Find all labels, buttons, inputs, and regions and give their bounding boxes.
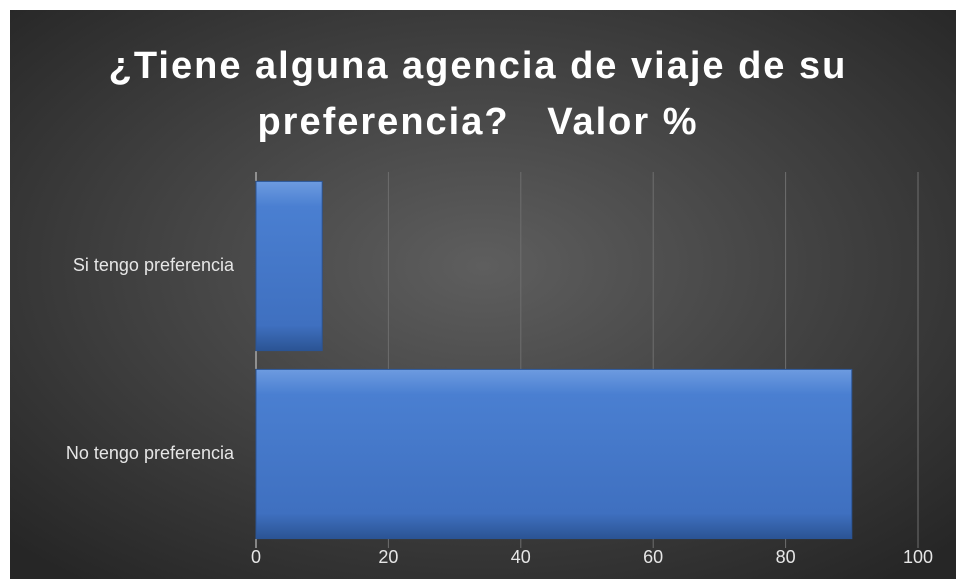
x-tick-label: 20 <box>378 547 398 567</box>
y-tick-label: No tengo preferencia <box>66 443 235 463</box>
x-tick-label: 80 <box>776 547 796 567</box>
chart-title: ¿Tiene alguna agencia de viaje de su pre… <box>108 45 860 143</box>
x-tick-label: 40 <box>511 547 531 567</box>
y-tick-label: Si tengo preferencia <box>73 255 235 275</box>
bar <box>255 368 853 540</box>
x-tick-label: 100 <box>903 547 933 567</box>
x-tick-label: 60 <box>643 547 663 567</box>
bar <box>255 180 323 352</box>
x-tick-label: 0 <box>251 547 261 567</box>
